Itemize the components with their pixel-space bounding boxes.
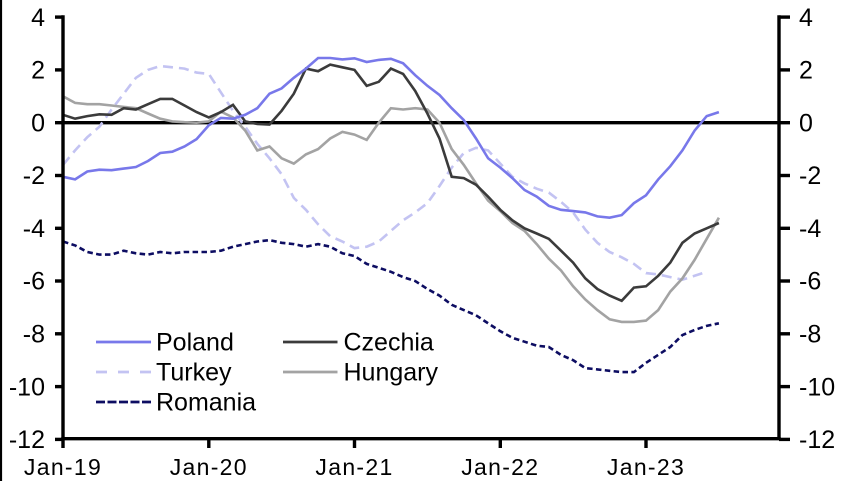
svg-text:2: 2	[31, 57, 45, 85]
svg-text:4: 4	[31, 4, 45, 32]
svg-text:4: 4	[799, 4, 813, 32]
svg-text:-12: -12	[799, 426, 835, 454]
svg-text:-4: -4	[799, 215, 821, 243]
svg-text:2: 2	[799, 57, 813, 85]
svg-text:Hungary: Hungary	[344, 359, 439, 387]
svg-text:-8: -8	[23, 321, 45, 349]
svg-text:-8: -8	[799, 321, 821, 349]
svg-text:Jan-20: Jan-20	[170, 454, 248, 480]
svg-text:Poland: Poland	[156, 329, 234, 357]
svg-text:-12: -12	[9, 426, 45, 454]
svg-text:Jan-21: Jan-21	[315, 454, 393, 480]
svg-text:-2: -2	[799, 162, 821, 190]
svg-text:Turkey: Turkey	[156, 359, 232, 387]
svg-text:Jan-22: Jan-22	[461, 454, 539, 480]
svg-text:0: 0	[799, 109, 813, 137]
svg-text:Jan-23: Jan-23	[607, 454, 685, 480]
svg-text:-2: -2	[23, 162, 45, 190]
svg-text:-6: -6	[799, 268, 821, 296]
svg-text:-10: -10	[9, 373, 45, 401]
svg-text:-4: -4	[23, 215, 45, 243]
svg-text:Jan-19: Jan-19	[24, 454, 102, 480]
svg-text:Czechia: Czechia	[344, 329, 434, 357]
svg-text:0: 0	[31, 109, 45, 137]
svg-text:Romania: Romania	[156, 389, 256, 417]
svg-text:-6: -6	[23, 268, 45, 296]
svg-text:-10: -10	[799, 373, 835, 401]
